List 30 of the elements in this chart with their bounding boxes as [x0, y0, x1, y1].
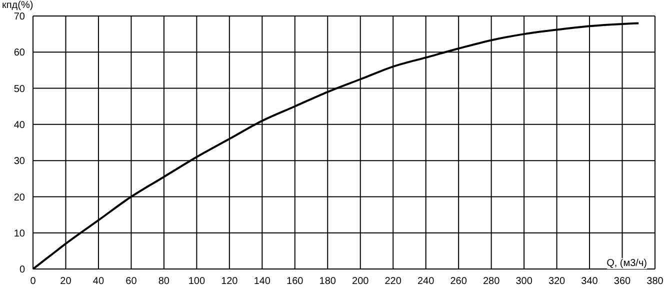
x-tick-label: 300: [516, 276, 533, 288]
x-tick-label: 120: [221, 276, 238, 288]
y-tick-label: 30: [14, 156, 26, 168]
x-tick-label: 140: [254, 276, 271, 288]
x-tick-label: 100: [188, 276, 206, 288]
y-tick-label: 50: [14, 84, 26, 95]
x-tick-label: 0: [30, 276, 36, 288]
x-tick-label: 20: [60, 276, 72, 288]
y-tick-label: 0: [19, 264, 26, 276]
y-tick-label: 40: [14, 120, 26, 131]
y-tick-label: 20: [14, 192, 26, 204]
x-tick-label: 180: [319, 276, 336, 288]
x-tick-label: 380: [646, 276, 664, 288]
x-axis-title: Q, (м3/ч): [606, 258, 647, 269]
x-tick-label: 340: [581, 276, 598, 288]
x-tick-label: 240: [418, 276, 435, 288]
x-tick-label: 320: [548, 276, 566, 288]
x-tick-label: 260: [450, 276, 468, 288]
y-axis-title: кпд(%): [2, 0, 34, 11]
y-tick-label: 60: [14, 48, 26, 59]
x-tick-label: 220: [384, 276, 402, 288]
x-tick-label: 280: [482, 276, 500, 288]
y-tick-label: 70: [14, 12, 26, 23]
x-tick-label: 60: [126, 276, 138, 288]
x-tick-label: 160: [286, 276, 304, 288]
x-tick-label: 200: [352, 276, 370, 288]
x-tick-label: 40: [92, 276, 104, 288]
x-tick-label: 360: [614, 276, 632, 288]
x-tick-label: 80: [158, 276, 170, 288]
y-tick-label: 10: [14, 228, 26, 240]
